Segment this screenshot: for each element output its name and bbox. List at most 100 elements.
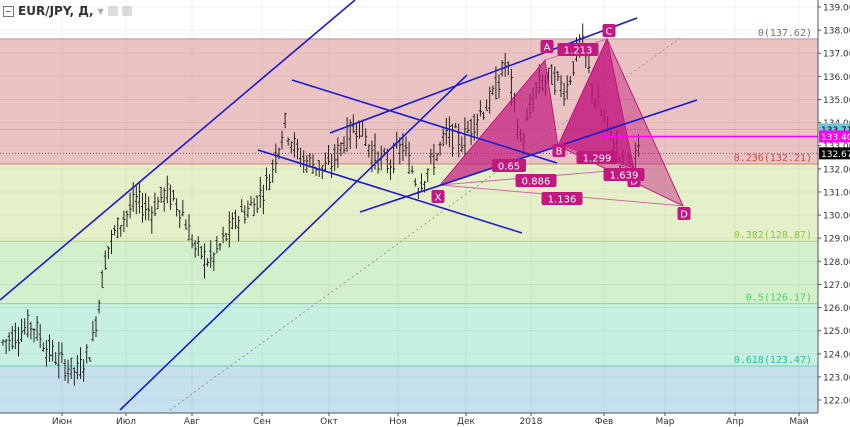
label-box	[557, 43, 599, 56]
price-label-text: 133.40	[821, 133, 850, 143]
label-box	[541, 192, 583, 205]
fib-level-label: 0(137.62)	[758, 28, 812, 39]
ohlc-bar	[230, 212, 234, 230]
chevron-down-icon[interactable]: ▼	[97, 6, 104, 16]
ohlc-bar	[13, 322, 17, 350]
y-tick-label: 139.00	[823, 4, 850, 14]
ohlc-bar	[258, 176, 262, 208]
x-tick-label: Июн	[52, 417, 72, 427]
ohlc-bar	[432, 143, 436, 176]
x-tick-label: Июл	[116, 417, 136, 427]
ohlc-bar	[268, 174, 272, 191]
ohlc-bar	[410, 165, 414, 174]
ohlc-bar	[302, 150, 306, 173]
ohlc-bar	[190, 234, 194, 249]
ohlc-bar	[156, 196, 160, 210]
pattern-ratio-label: 1.136	[541, 192, 583, 206]
chart-header: EUR/JPY, Д, ▼	[3, 4, 132, 18]
ohlc-bar	[265, 167, 268, 191]
fib-zone	[0, 241, 818, 304]
ohlc-bar	[85, 344, 89, 364]
ohlc-bar	[485, 99, 489, 112]
ohlc-bar	[44, 339, 48, 367]
ohlc-bar	[407, 141, 411, 175]
ohlc-bar	[364, 128, 368, 147]
ohlc-bar	[454, 123, 458, 128]
ohlc-bar	[237, 215, 241, 242]
ohlc-bar	[348, 119, 352, 150]
ohlc-bar	[413, 178, 417, 187]
label-text: X	[435, 193, 442, 204]
label-box	[576, 151, 618, 164]
ohlc-bar	[562, 82, 566, 106]
x-tick-label: Окт	[320, 417, 338, 427]
ohlc-bar	[4, 339, 8, 354]
ohlc-bar	[29, 321, 33, 340]
ohlc-bar	[460, 136, 464, 153]
ohlc-bar	[354, 123, 358, 149]
ohlc-bar	[255, 195, 259, 213]
fib-level-label: 0.5(126.17)	[746, 293, 812, 304]
ohlc-bar	[209, 240, 213, 268]
y-tick-label: 128.00	[823, 258, 850, 268]
ohlc-bar	[472, 113, 476, 141]
ohlc-bar	[199, 246, 203, 260]
ohlc-bar	[280, 130, 284, 150]
label-text: 1.136	[548, 195, 577, 206]
ohlc-bar	[339, 142, 343, 157]
ohlc-bar	[128, 192, 132, 219]
ohlc-bar	[358, 120, 361, 139]
x-tick-label: 2018	[520, 417, 543, 427]
y-tick-label: 127.00	[823, 281, 850, 291]
ohlc-bar	[54, 352, 58, 365]
ohlc-bar	[305, 155, 309, 174]
label-box	[492, 159, 526, 172]
ohlc-bar	[444, 117, 448, 145]
ohlc-bar	[568, 75, 572, 85]
y-tick-label: 131.00	[823, 188, 850, 198]
pattern-point-a: A	[540, 40, 554, 54]
ohlc-bar	[184, 219, 188, 230]
ohlc-bar	[97, 299, 101, 314]
ohlc-bar	[172, 189, 175, 201]
ohlc-bar	[389, 159, 392, 180]
ohlc-bar	[162, 187, 166, 212]
ohlc-bar	[116, 217, 120, 239]
ohlc-bar	[469, 118, 473, 146]
trend-line	[359, 99, 698, 213]
y-tick-label: 125.00	[823, 327, 850, 337]
label-text: 0.65	[498, 162, 520, 173]
gear-icon[interactable]	[121, 6, 132, 16]
x-tick-label: Дек	[457, 417, 476, 427]
ohlc-bar	[475, 113, 479, 137]
ohlc-bar	[565, 75, 569, 100]
ohlc-bar	[32, 328, 36, 343]
ohlc-bar	[320, 165, 324, 179]
ohlc-bar	[323, 152, 327, 171]
ohlc-bar	[292, 132, 296, 158]
ohlc-bar	[556, 70, 560, 82]
label-box	[677, 207, 691, 220]
trend-line	[257, 149, 523, 234]
trend-line	[0, 0, 356, 301]
ohlc-bar	[224, 232, 228, 242]
ohlc-bar	[447, 116, 451, 148]
ohlc-bar	[203, 243, 206, 279]
label-box	[515, 174, 557, 187]
ohlc-bar	[110, 229, 113, 255]
ohlc-bar	[20, 318, 24, 343]
ohlc-bar	[637, 134, 640, 157]
ohlc-bar	[633, 142, 637, 172]
ohlc-bar	[249, 195, 253, 206]
symbol-title[interactable]: EUR/JPY, Д,	[18, 4, 94, 18]
eye-icon[interactable]	[107, 6, 118, 16]
label-box	[540, 40, 554, 53]
ohlc-bar	[463, 117, 467, 157]
label-box	[431, 190, 445, 203]
fib-zone	[0, 366, 818, 413]
ohlc-bar	[125, 210, 129, 228]
ohlc-bar	[1, 339, 5, 346]
collapse-icon[interactable]	[3, 5, 14, 17]
price-label: 133.40	[819, 130, 850, 143]
